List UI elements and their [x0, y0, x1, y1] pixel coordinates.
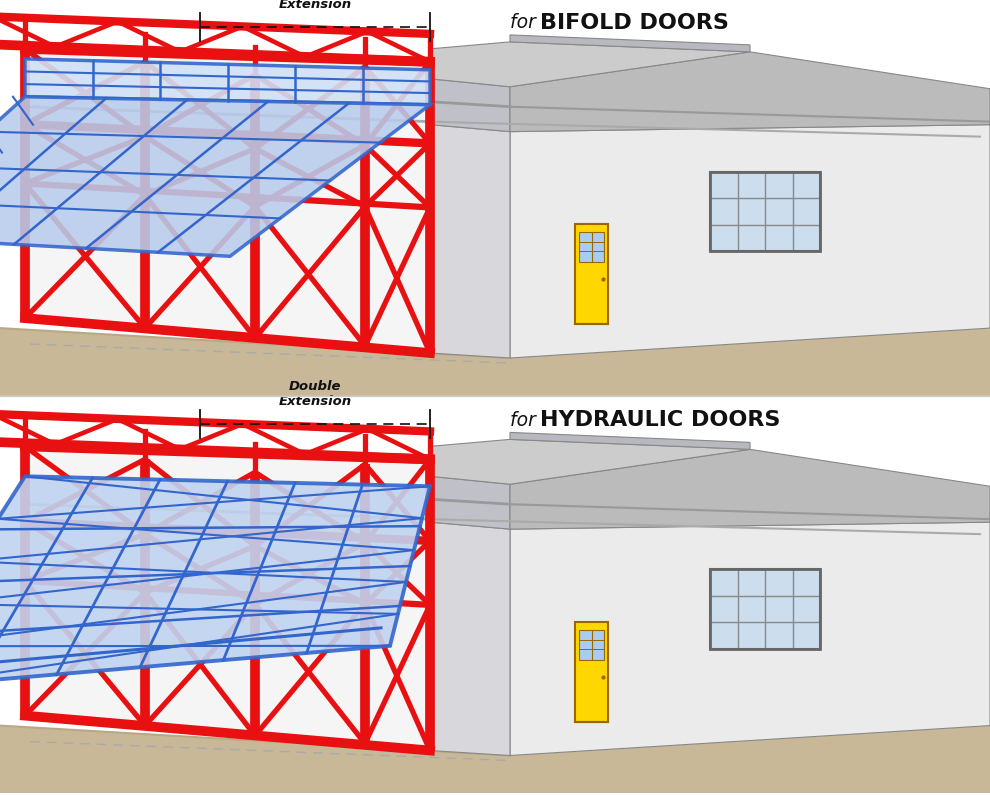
Polygon shape: [0, 328, 990, 396]
Text: for: for: [510, 14, 542, 33]
Polygon shape: [510, 35, 750, 52]
Bar: [710, 569, 820, 649]
Polygon shape: [430, 440, 750, 484]
Bar: [579, 232, 604, 262]
Bar: [575, 622, 608, 722]
Polygon shape: [430, 79, 510, 132]
Polygon shape: [430, 522, 510, 755]
Text: for: for: [510, 411, 542, 430]
Text: Double
Extension: Double Extension: [278, 0, 351, 11]
Polygon shape: [430, 476, 510, 529]
Polygon shape: [510, 125, 990, 358]
Polygon shape: [510, 522, 990, 755]
Polygon shape: [510, 432, 750, 449]
Bar: [710, 569, 820, 649]
Polygon shape: [25, 446, 430, 750]
Polygon shape: [0, 726, 990, 793]
Polygon shape: [25, 48, 430, 353]
Bar: [710, 172, 820, 251]
Polygon shape: [25, 59, 430, 105]
Text: HYDRAULIC DOORS: HYDRAULIC DOORS: [540, 410, 780, 430]
Bar: [710, 172, 820, 251]
Polygon shape: [0, 476, 430, 688]
Polygon shape: [510, 52, 990, 132]
Polygon shape: [430, 125, 510, 358]
Text: BIFOLD DOORS: BIFOLD DOORS: [540, 13, 729, 33]
Polygon shape: [510, 449, 990, 529]
Polygon shape: [0, 97, 430, 256]
Text: Double
Extension: Double Extension: [278, 381, 351, 409]
Bar: [575, 224, 608, 324]
Bar: [579, 630, 604, 660]
Polygon shape: [430, 42, 750, 87]
